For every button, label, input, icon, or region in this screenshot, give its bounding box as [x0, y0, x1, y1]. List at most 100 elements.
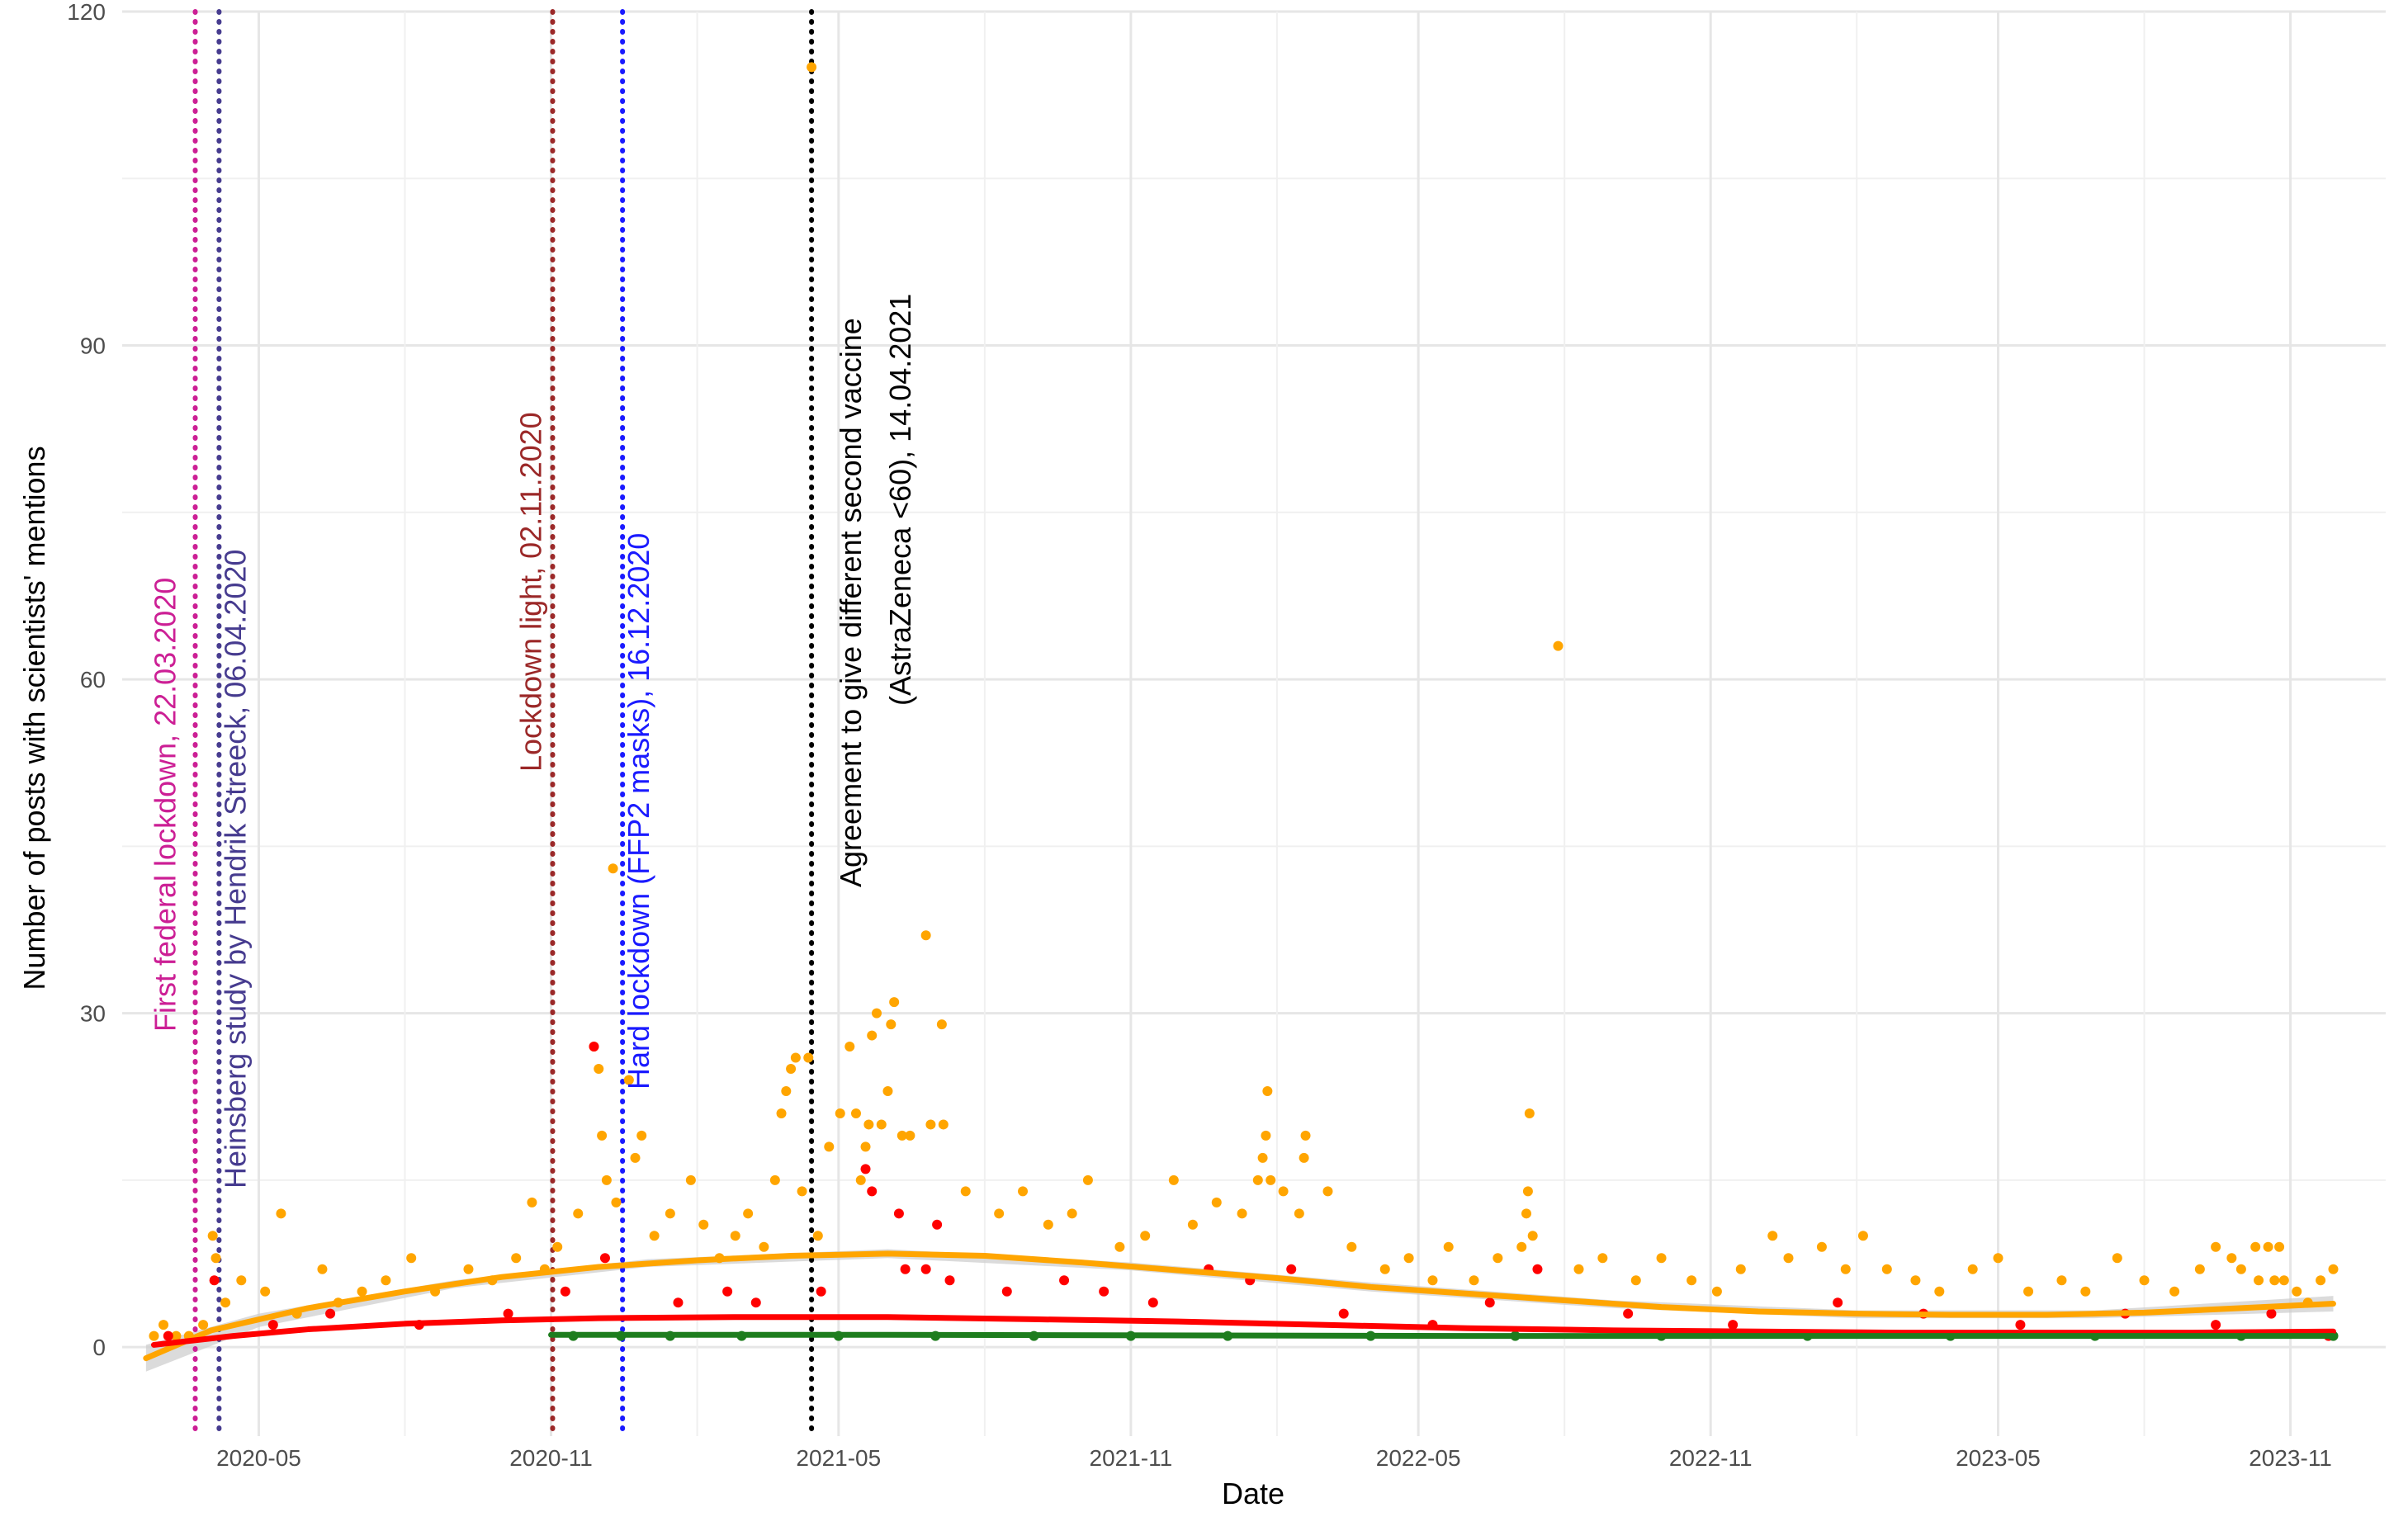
- data-point: [835, 1108, 845, 1118]
- confidence-band: [145, 1249, 2334, 1372]
- data-point: [1767, 1231, 1778, 1241]
- data-point: [685, 1174, 696, 1185]
- data-point: [1728, 1320, 1739, 1330]
- data-point: [850, 1108, 861, 1118]
- data-point: [608, 863, 618, 874]
- data-point: [1711, 1286, 1722, 1297]
- data-point: [920, 1264, 931, 1274]
- data-point: [267, 1320, 278, 1330]
- data-point: [198, 1320, 209, 1330]
- data-point: [730, 1231, 740, 1241]
- data-point: [357, 1286, 367, 1297]
- data-point: [1237, 1208, 1247, 1219]
- data-point: [925, 1119, 936, 1130]
- x-axis-ticks: 2020-05 2020-11 2021-05 2021-11 2022-05 2022-…: [216, 1445, 2332, 1471]
- event-lines: [192, 9, 815, 1439]
- data-point: [325, 1308, 336, 1319]
- x-tick-label: 2021-05: [796, 1445, 881, 1471]
- data-point: [511, 1253, 522, 1264]
- data-point: [759, 1241, 769, 1252]
- data-point: [944, 1275, 955, 1286]
- data-point: [630, 1152, 641, 1163]
- data-point: [601, 1174, 612, 1185]
- data-point: [936, 1019, 947, 1030]
- y-tick-label: 60: [80, 667, 106, 692]
- data-point: [2266, 1308, 2277, 1319]
- data-point: [1346, 1241, 1357, 1252]
- data-point: [1553, 640, 1564, 651]
- x-tick-label: 2023-11: [2249, 1445, 2332, 1471]
- data-point: [2269, 1275, 2280, 1286]
- data-point: [2015, 1320, 2026, 1330]
- data-point: [905, 1130, 915, 1141]
- data-point: [1840, 1264, 1851, 1274]
- data-point: [1687, 1275, 1697, 1286]
- data-point: [381, 1275, 391, 1286]
- data-point: [1067, 1208, 1077, 1219]
- y-tick-label: 90: [80, 333, 106, 359]
- data-point: [611, 1197, 622, 1208]
- data-point: [597, 1130, 608, 1141]
- data-point: [896, 1130, 907, 1141]
- data-point: [722, 1286, 733, 1297]
- data-point: [1114, 1241, 1125, 1252]
- data-point: [1521, 1208, 1532, 1219]
- data-point: [665, 1208, 675, 1219]
- data-point: [743, 1208, 754, 1219]
- data-point: [1082, 1174, 1093, 1185]
- x-tick-label: 2022-05: [1376, 1445, 1461, 1471]
- data-point: [589, 1042, 599, 1052]
- trend-line: [143, 1250, 2336, 1362]
- data-point: [2316, 1275, 2326, 1286]
- data-point: [2263, 1241, 2273, 1252]
- data-point: [1379, 1264, 1390, 1274]
- data-point: [776, 1108, 787, 1118]
- event-label: Agreement to give different second vacci…: [834, 318, 868, 887]
- data-point: [2278, 1275, 2289, 1286]
- data-point: [920, 930, 931, 941]
- data-point: [236, 1275, 247, 1286]
- y-tick-label: 30: [80, 1001, 106, 1027]
- data-point: [1140, 1231, 1151, 1241]
- data-point: [1623, 1308, 1634, 1319]
- data-point: [2023, 1286, 2034, 1297]
- event-label: First federal lockdown, 22.03.2020: [149, 578, 182, 1032]
- data-point: [1059, 1275, 1070, 1286]
- data-point: [790, 1052, 801, 1063]
- x-tick-label: 2022-11: [1669, 1445, 1753, 1471]
- data-point: [1484, 1297, 1495, 1308]
- data-point: [812, 1231, 823, 1241]
- data-point: [2226, 1253, 2237, 1264]
- data-point: [867, 1186, 878, 1197]
- data-point: [2211, 1241, 2221, 1252]
- data-point: [2080, 1286, 2091, 1297]
- data-point: [594, 1064, 604, 1075]
- data-point: [207, 1231, 218, 1241]
- data-point: [932, 1219, 943, 1230]
- event-label-second-line: (AstraZeneca <60), 14.04.2021: [883, 294, 917, 706]
- data-point: [260, 1286, 271, 1297]
- data-point: [1211, 1197, 1222, 1208]
- data-point: [1527, 1231, 1538, 1241]
- data-point: [2056, 1275, 2067, 1286]
- event-label: Hard lockdown (FFP2 masks), 16.12.2020: [622, 533, 655, 1089]
- data-point: [1833, 1297, 1843, 1308]
- data-point: [1294, 1208, 1304, 1219]
- event-labels: First federal lockdown, 22.03.2020 Heinsb…: [149, 294, 918, 1189]
- data-point: [1147, 1297, 1158, 1308]
- data-point: [2211, 1320, 2221, 1330]
- data-point: [149, 1330, 159, 1341]
- data-point: [527, 1197, 537, 1208]
- trend-lines: [143, 1250, 2336, 1362]
- data-point: [1403, 1253, 1414, 1264]
- data-point: [1278, 1186, 1289, 1197]
- data-point: [860, 1141, 871, 1152]
- data-point: [1573, 1264, 1584, 1274]
- data-point: [781, 1085, 792, 1096]
- y-axis-ticks: 0 30 60 90 120: [67, 0, 106, 1360]
- grid-lines: [122, 10, 2386, 1436]
- data-point: [2194, 1264, 2205, 1274]
- data-point: [1910, 1275, 1921, 1286]
- data-point: [1857, 1231, 1868, 1241]
